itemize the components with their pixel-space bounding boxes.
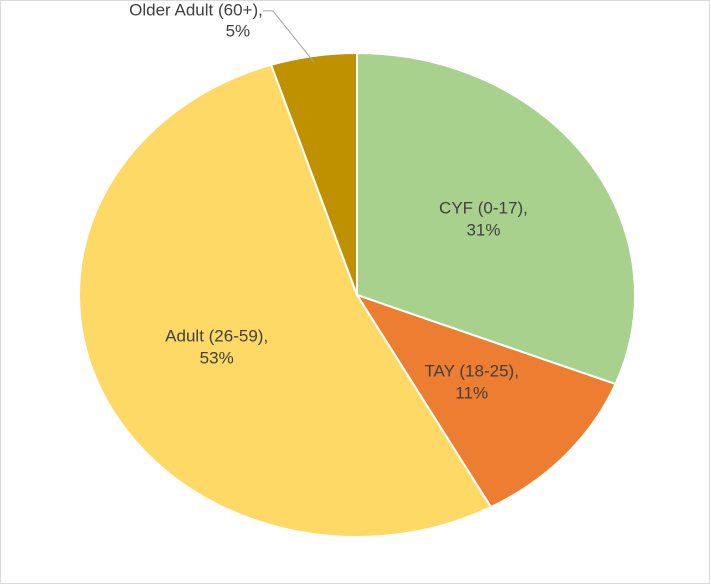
pie-slice <box>269 51 358 296</box>
data-label-value: 11% <box>455 384 488 403</box>
data-label-category: Older Adult (60+), <box>129 0 263 19</box>
data-label-value: 31% <box>466 221 500 240</box>
leader-line <box>262 10 316 64</box>
data-label-value: 5% <box>226 21 251 40</box>
pie-slice <box>78 63 493 538</box>
data-label-value: 53% <box>200 348 234 367</box>
pie-slice <box>356 51 636 386</box>
data-label-category: CYF (0-17), <box>439 199 528 218</box>
data-label-category: Adult (26-59), <box>165 326 268 345</box>
data-label-category: TAY (18-25), <box>424 362 518 381</box>
pie-slice <box>354 293 617 509</box>
